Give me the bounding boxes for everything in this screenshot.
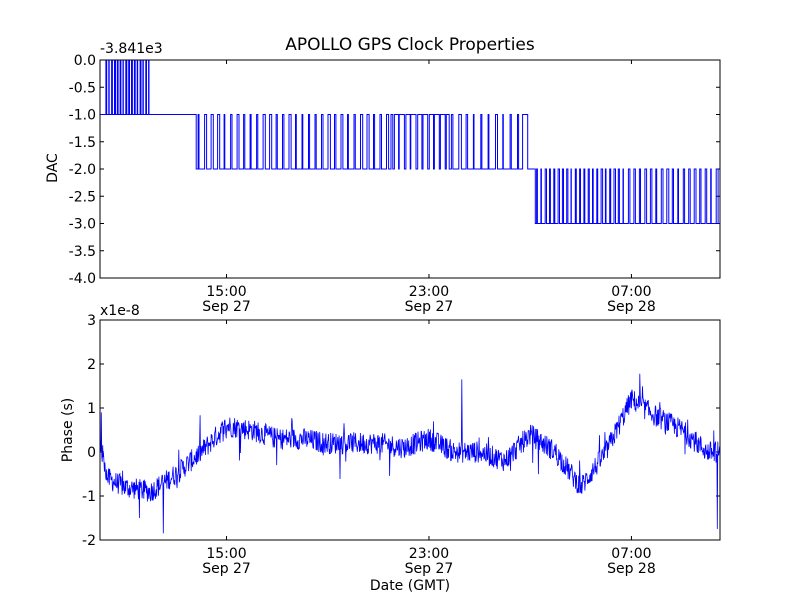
x-tick-date-label: Sep 27 [202, 561, 251, 577]
x-tick-time-label: 15:00 [206, 546, 246, 562]
phase-y-ticks: -2 -1 0 1 2 3 [82, 313, 720, 549]
y-tick-label: -1.5 [69, 135, 96, 151]
y-tick-label: 0 [87, 445, 96, 461]
x-tick-date-label: Sep 27 [405, 299, 454, 315]
x-tick-date-label: Sep 27 [405, 561, 454, 577]
x-tick-time-label: 07:00 [611, 546, 651, 562]
dac-offset-label: -3.841e3 [100, 41, 163, 57]
chart-title: APOLLO GPS Clock Properties [285, 35, 535, 55]
phase-series-line [99, 373, 721, 534]
y-tick-label: 0.0 [74, 53, 96, 69]
y-tick-label: -3.0 [69, 217, 96, 233]
y-tick-label: -4.0 [69, 271, 96, 287]
dac-panel: APOLLO GPS Clock Properties -3.841e3 DAC… [45, 35, 721, 315]
x-tick-time-label: 23:00 [409, 284, 449, 300]
phase-y-axis-label: Phase (s) [60, 398, 76, 462]
phase-offset-label: x1e-8 [100, 303, 140, 319]
x-tick-time-label: 07:00 [611, 284, 651, 300]
y-tick-label: -3.5 [69, 244, 96, 260]
y-tick-label: -1.0 [69, 108, 96, 124]
dac-y-axis-label: DAC [45, 153, 61, 183]
x-tick-time-label: 15:00 [206, 284, 246, 300]
dac-plot-frame [99, 59, 721, 279]
x-tick-date-label: Sep 28 [607, 561, 656, 577]
x-tick-date-label: Sep 27 [202, 299, 251, 315]
phase-plot-frame [99, 319, 721, 541]
y-tick-label: -2 [82, 533, 96, 549]
y-tick-label: 3 [87, 313, 96, 329]
y-tick-label: 1 [87, 401, 96, 417]
x-tick-date-label: Sep 28 [607, 299, 656, 315]
y-tick-label: -2.0 [69, 162, 96, 178]
dac-y-ticks: 0.0 -0.5 -1.0 -1.5 -2.0 -2.5 -3.0 -3.5 -4.0 [69, 53, 720, 287]
y-tick-label: -1 [82, 489, 96, 505]
y-tick-label: -0.5 [69, 80, 96, 96]
y-tick-label: 2 [87, 357, 96, 373]
y-tick-label: -2.5 [69, 189, 96, 205]
dac-series-line [100, 59, 720, 224]
phase-x-axis-label: Date (GMT) [370, 578, 450, 594]
x-tick-time-label: 23:00 [409, 546, 449, 562]
